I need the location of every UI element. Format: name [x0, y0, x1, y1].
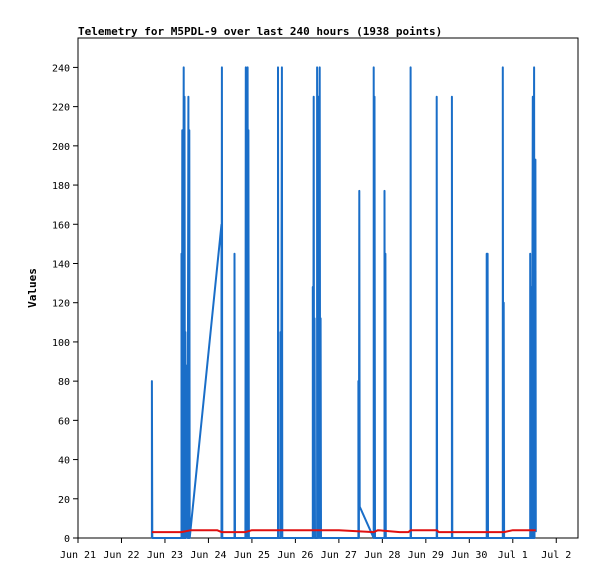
y-tick-label: 240	[52, 63, 70, 74]
series-line-0	[150, 66, 537, 539]
x-tick-label: Jun 24	[190, 550, 226, 561]
x-tick-label: Jun 27	[321, 550, 357, 561]
x-tick-label: Jun 23	[147, 550, 183, 561]
y-tick-label: 200	[52, 142, 70, 153]
y-axis-title: Values	[26, 268, 39, 308]
x-tick-label: Jun 26	[277, 550, 313, 561]
x-tick-label: Jun 25	[234, 550, 270, 561]
x-tick-label: Jun 29	[408, 550, 444, 561]
y-tick-label: 100	[52, 338, 70, 349]
x-tick-label: Jun 22	[103, 550, 139, 561]
x-tick-label: Jun 28	[364, 550, 400, 561]
y-tick-label: 180	[52, 181, 70, 192]
y-tick-label: 0	[64, 534, 70, 545]
y-tick-label: 220	[52, 103, 70, 114]
series-layer	[150, 66, 537, 539]
y-tick-label: 120	[52, 299, 70, 310]
y-tick-label: 40	[58, 456, 70, 467]
plot-frame	[77, 37, 579, 539]
x-tick-label: Jul 2	[541, 550, 571, 561]
y-tick-label: 160	[52, 220, 70, 231]
y-tick-label: 60	[58, 416, 70, 427]
y-tick-label: 140	[52, 259, 70, 270]
x-tick-label: Jun 30	[451, 550, 487, 561]
x-tick-label: Jun 21	[60, 550, 96, 561]
x-axis-ticks: Jun 21 Jun 22 Jun 23 Jun 24 Jun 25 Jun 26 Jun …	[60, 538, 571, 561]
y-tick-label: 20	[58, 495, 70, 506]
series-line-1	[151, 529, 536, 534]
y-axis-ticks: 0 20 40 60 80 100 120 140 160 180 200 220 240	[52, 63, 78, 545]
y-tick-label: 80	[58, 377, 70, 388]
chart-title: Telemetry for M5PDL-9 over last 240 hour…	[78, 25, 442, 38]
x-tick-label: Jul 1	[498, 550, 528, 561]
